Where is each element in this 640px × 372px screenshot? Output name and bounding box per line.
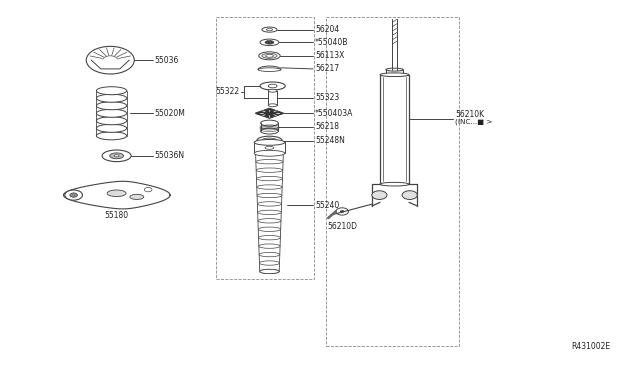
Ellipse shape bbox=[260, 128, 278, 134]
Ellipse shape bbox=[257, 185, 282, 189]
Ellipse shape bbox=[260, 82, 285, 90]
Ellipse shape bbox=[260, 120, 278, 126]
Text: 55180: 55180 bbox=[104, 211, 129, 219]
Ellipse shape bbox=[254, 150, 285, 156]
Ellipse shape bbox=[268, 104, 277, 107]
Text: 55240: 55240 bbox=[315, 201, 339, 209]
Polygon shape bbox=[258, 66, 281, 70]
Bar bbox=[326, 17, 459, 346]
Ellipse shape bbox=[256, 168, 283, 172]
Ellipse shape bbox=[97, 117, 127, 125]
Ellipse shape bbox=[260, 269, 279, 274]
Text: *55040B: *55040B bbox=[315, 38, 348, 47]
Ellipse shape bbox=[260, 39, 279, 46]
Circle shape bbox=[340, 210, 344, 212]
Circle shape bbox=[65, 190, 83, 200]
Bar bbox=[380, 75, 409, 184]
Ellipse shape bbox=[130, 194, 144, 199]
Ellipse shape bbox=[259, 227, 281, 231]
Ellipse shape bbox=[97, 87, 127, 95]
Text: 56210D: 56210D bbox=[328, 222, 358, 231]
Bar bbox=[268, 91, 277, 105]
Ellipse shape bbox=[257, 136, 282, 145]
Text: (INC...■ >: (INC...■ > bbox=[455, 119, 493, 125]
Text: 56218: 56218 bbox=[315, 122, 339, 131]
Ellipse shape bbox=[97, 94, 127, 102]
Ellipse shape bbox=[262, 27, 277, 32]
Text: 56204: 56204 bbox=[315, 25, 339, 34]
Ellipse shape bbox=[255, 151, 284, 155]
Ellipse shape bbox=[97, 132, 127, 140]
Polygon shape bbox=[92, 60, 129, 69]
Ellipse shape bbox=[386, 73, 403, 76]
Ellipse shape bbox=[257, 176, 282, 181]
Text: 55322: 55322 bbox=[216, 87, 240, 96]
Ellipse shape bbox=[262, 53, 277, 58]
Ellipse shape bbox=[268, 89, 277, 92]
Text: 55020M: 55020M bbox=[154, 109, 186, 118]
Ellipse shape bbox=[259, 261, 280, 265]
Ellipse shape bbox=[265, 41, 274, 44]
Ellipse shape bbox=[266, 54, 273, 57]
Ellipse shape bbox=[262, 138, 277, 143]
Ellipse shape bbox=[386, 68, 403, 71]
Bar bbox=[254, 142, 285, 153]
Text: *550403A: *550403A bbox=[315, 109, 353, 118]
Polygon shape bbox=[255, 109, 284, 118]
Circle shape bbox=[86, 46, 134, 74]
Ellipse shape bbox=[256, 160, 283, 164]
Circle shape bbox=[402, 191, 417, 199]
Text: 55248N: 55248N bbox=[315, 136, 345, 145]
Ellipse shape bbox=[380, 182, 409, 186]
Ellipse shape bbox=[266, 140, 273, 142]
Circle shape bbox=[70, 193, 77, 197]
Ellipse shape bbox=[114, 155, 119, 157]
Text: 56217: 56217 bbox=[315, 64, 339, 73]
Text: 56210K: 56210K bbox=[455, 110, 484, 119]
Ellipse shape bbox=[97, 109, 127, 117]
Bar bbox=[216, 17, 314, 279]
Text: 55036N: 55036N bbox=[154, 151, 184, 160]
Ellipse shape bbox=[257, 193, 282, 198]
Ellipse shape bbox=[380, 73, 409, 77]
Text: 55323: 55323 bbox=[315, 93, 339, 103]
Text: 56113X: 56113X bbox=[315, 51, 344, 60]
Ellipse shape bbox=[109, 153, 124, 159]
Ellipse shape bbox=[257, 202, 282, 206]
Ellipse shape bbox=[102, 150, 131, 162]
Ellipse shape bbox=[254, 140, 285, 145]
Ellipse shape bbox=[258, 219, 281, 223]
Text: 55036: 55036 bbox=[154, 56, 179, 65]
Ellipse shape bbox=[97, 102, 127, 110]
Ellipse shape bbox=[260, 269, 279, 274]
Ellipse shape bbox=[259, 244, 280, 248]
Ellipse shape bbox=[259, 252, 280, 257]
Polygon shape bbox=[63, 181, 170, 209]
Circle shape bbox=[145, 187, 152, 192]
Ellipse shape bbox=[259, 52, 280, 60]
Ellipse shape bbox=[97, 124, 127, 132]
Ellipse shape bbox=[258, 210, 281, 215]
Ellipse shape bbox=[265, 146, 274, 149]
Ellipse shape bbox=[258, 68, 281, 71]
Circle shape bbox=[372, 191, 387, 199]
Ellipse shape bbox=[107, 190, 126, 196]
Bar bbox=[386, 70, 403, 75]
Text: R431002E: R431002E bbox=[572, 343, 611, 352]
Ellipse shape bbox=[259, 235, 280, 240]
Circle shape bbox=[336, 208, 348, 215]
